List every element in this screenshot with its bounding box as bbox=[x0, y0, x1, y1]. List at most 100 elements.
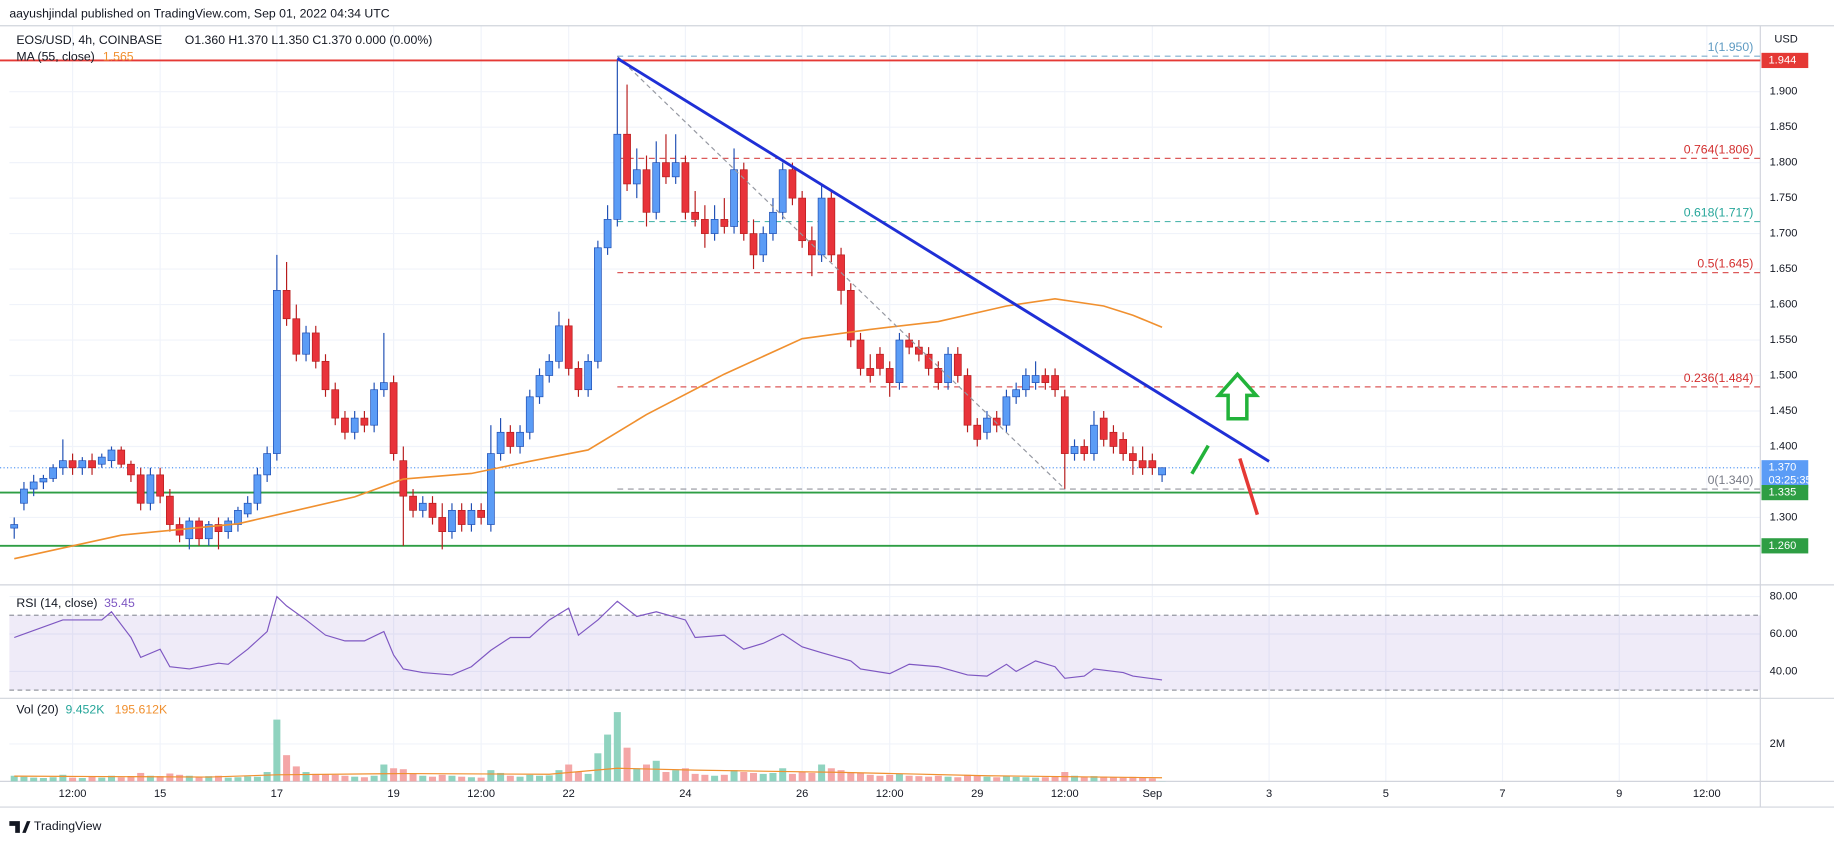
candle-body bbox=[895, 339, 904, 383]
volume-bar bbox=[662, 772, 670, 782]
candle-body bbox=[1129, 453, 1137, 462]
candle-body bbox=[1002, 396, 1011, 426]
volume-bar bbox=[253, 776, 261, 782]
candle-body bbox=[769, 211, 777, 234]
symbol: EOS/USD, 4h, COINBASE bbox=[16, 33, 162, 47]
x-tick-label: Sep bbox=[1142, 788, 1162, 800]
candle-body bbox=[944, 353, 952, 383]
volume-bar bbox=[419, 775, 427, 782]
volume-bar bbox=[1109, 777, 1117, 782]
candle-body bbox=[39, 478, 48, 483]
candle-body bbox=[564, 325, 573, 369]
candle-body bbox=[1080, 446, 1089, 454]
ma-line bbox=[14, 298, 1163, 560]
rsi-band bbox=[9, 615, 1761, 691]
y-tick-label: 1.700 bbox=[1770, 228, 1798, 240]
volume-bar bbox=[273, 719, 281, 782]
candle-body bbox=[146, 474, 155, 504]
candle-body bbox=[438, 517, 447, 532]
y-tick-label: 1.650 bbox=[1770, 263, 1798, 275]
volume-bar bbox=[506, 775, 514, 782]
candle-body bbox=[448, 509, 456, 532]
volume-bar bbox=[39, 777, 47, 782]
volume-bar bbox=[98, 777, 106, 782]
candle-body bbox=[487, 453, 495, 525]
price-badge bbox=[1761, 52, 1809, 69]
volume-bar bbox=[156, 776, 164, 782]
volume-bar bbox=[866, 774, 874, 782]
volume-bar bbox=[487, 770, 495, 782]
volume-bar bbox=[1080, 776, 1088, 782]
volume-bar bbox=[30, 777, 38, 782]
volume-bar bbox=[380, 764, 388, 782]
volume-bar bbox=[360, 777, 368, 782]
x-tick-label: 24 bbox=[679, 788, 691, 800]
volume-bar bbox=[759, 773, 767, 782]
volume-bar bbox=[516, 776, 524, 782]
volume-bar bbox=[915, 776, 923, 782]
fib-label: 0.764(1.806) bbox=[1684, 142, 1754, 156]
volume-bar bbox=[720, 774, 728, 782]
rsi-tick-label: 40.00 bbox=[1770, 665, 1798, 677]
volume-bar bbox=[20, 776, 28, 782]
volume-bar bbox=[1022, 777, 1030, 782]
candle-body bbox=[1090, 424, 1098, 454]
volume-bar bbox=[584, 773, 592, 782]
volume-bar bbox=[497, 772, 505, 782]
candle-body bbox=[827, 197, 836, 256]
candle-body bbox=[68, 460, 77, 469]
volume-bar bbox=[1129, 776, 1137, 782]
rsi-line bbox=[14, 595, 1163, 681]
volume-bar bbox=[341, 775, 349, 782]
volume-bar bbox=[409, 773, 417, 782]
candle-body bbox=[331, 389, 340, 419]
volume-bar bbox=[847, 772, 855, 782]
volume-bar bbox=[886, 774, 894, 782]
volume-bar bbox=[983, 776, 991, 782]
plot bbox=[0, 55, 1761, 782]
candle-body bbox=[778, 169, 787, 213]
rsi-tick-label: 60.00 bbox=[1770, 628, 1798, 640]
candle-body bbox=[739, 169, 748, 234]
y-tick-label: 1.800 bbox=[1770, 157, 1798, 169]
candle-body bbox=[1138, 460, 1147, 469]
candle-body bbox=[730, 169, 738, 227]
candle-body bbox=[214, 524, 223, 532]
volume-bar bbox=[244, 776, 252, 782]
volume-bar bbox=[934, 775, 942, 782]
price-badge-label: 1.944 bbox=[1769, 54, 1797, 66]
x-tick-label: 12:00 bbox=[1693, 788, 1721, 800]
up-stroke bbox=[1190, 444, 1210, 475]
x-tick-label: 19 bbox=[387, 788, 399, 800]
x-tick-label: 12:00 bbox=[1051, 788, 1079, 800]
candle-body bbox=[117, 449, 126, 465]
volume-bar bbox=[69, 777, 77, 782]
candle-body bbox=[311, 332, 320, 362]
volume-bar bbox=[925, 776, 933, 782]
candle-body bbox=[545, 360, 554, 376]
volume-legend-value: 9.452K bbox=[66, 702, 106, 716]
volume-tick-label: 2M bbox=[1770, 738, 1785, 750]
trend-line bbox=[616, 57, 1270, 463]
volume-bar bbox=[691, 773, 699, 782]
x-tick-label: 12:00 bbox=[467, 788, 495, 800]
candle-body bbox=[876, 353, 884, 369]
ma-legend: MA (55, close) bbox=[16, 50, 94, 64]
rsi-legend-value: 35.45 bbox=[104, 596, 135, 610]
volume-bar bbox=[312, 773, 320, 782]
candle-body bbox=[1099, 417, 1108, 440]
candle-body bbox=[341, 417, 349, 433]
candle-body bbox=[934, 368, 943, 383]
volume-bar bbox=[740, 772, 748, 782]
volume-bar bbox=[448, 775, 456, 782]
candle-body bbox=[224, 520, 233, 532]
candle-body bbox=[409, 495, 417, 511]
candle-body bbox=[749, 233, 758, 256]
volume-bar bbox=[399, 769, 407, 782]
x-tick-label: 3 bbox=[1266, 788, 1272, 800]
candle-body bbox=[983, 417, 991, 433]
down-stroke bbox=[1238, 458, 1260, 516]
candle-body bbox=[1158, 467, 1166, 476]
volume-bar bbox=[750, 772, 758, 782]
